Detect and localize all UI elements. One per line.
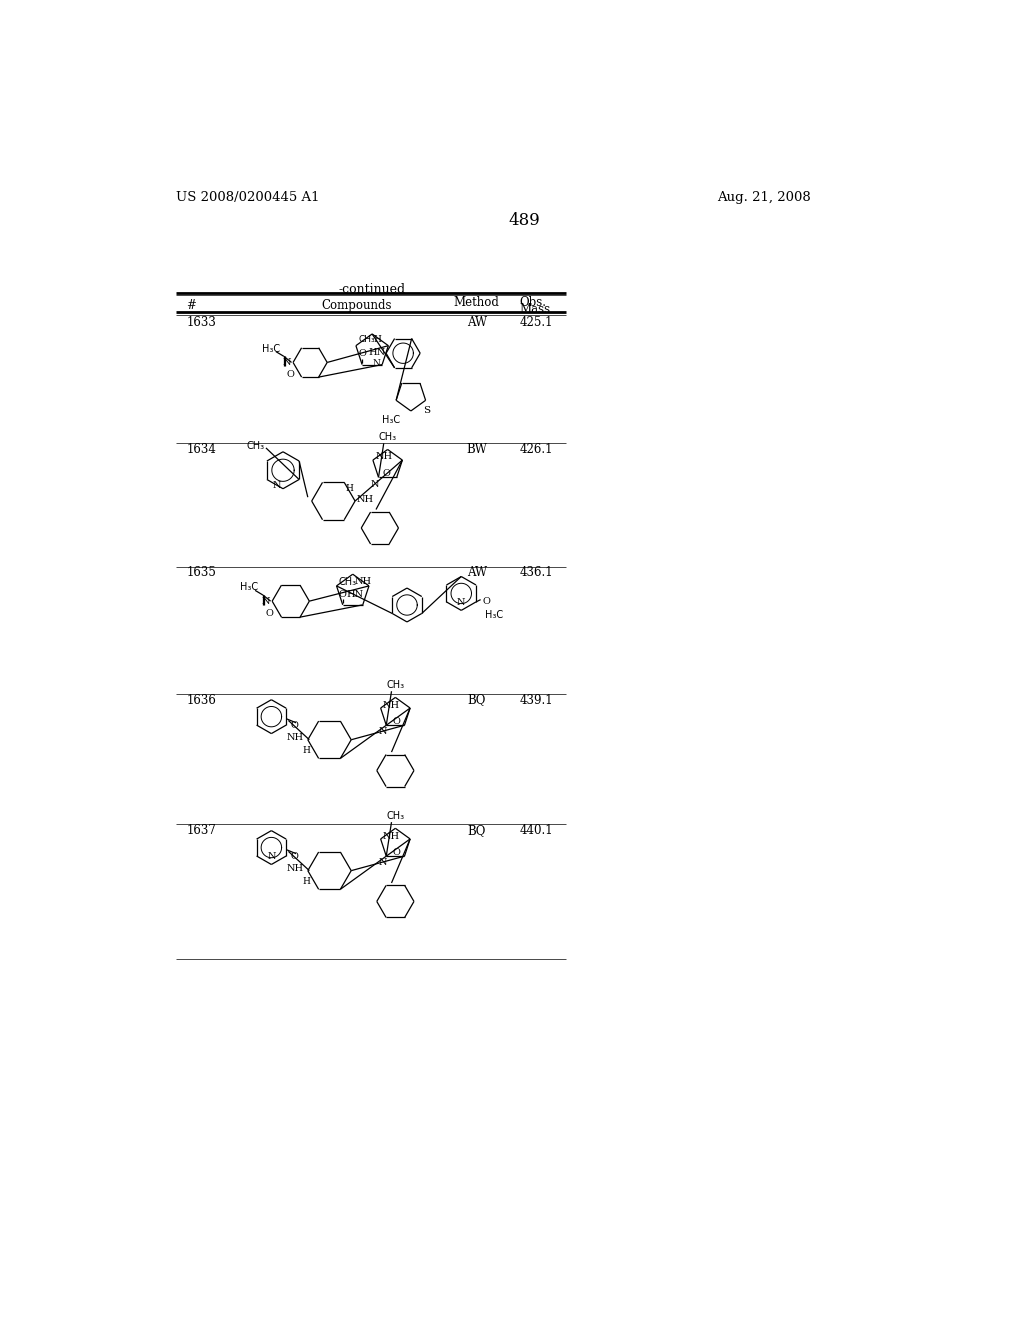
Text: 1634: 1634 [186, 444, 216, 457]
Text: CH₃: CH₃ [358, 335, 375, 345]
Text: #: # [186, 298, 196, 312]
Text: O: O [358, 350, 366, 359]
Text: NH: NH [383, 701, 400, 710]
Text: N: N [283, 358, 291, 367]
Text: N: N [371, 479, 379, 488]
Text: CH₃: CH₃ [386, 810, 404, 821]
Text: O: O [393, 847, 400, 857]
Text: H₃C: H₃C [262, 343, 281, 354]
Text: N: N [267, 851, 275, 861]
Text: NH: NH [383, 832, 400, 841]
Text: 440.1: 440.1 [519, 825, 553, 837]
Text: H₃C: H₃C [382, 414, 400, 425]
Text: S: S [423, 407, 430, 416]
Text: CH₃: CH₃ [339, 577, 357, 587]
Text: 1636: 1636 [186, 693, 216, 706]
Text: N: N [457, 598, 466, 607]
Text: N: N [378, 858, 387, 867]
Text: HN: HN [346, 590, 364, 599]
Text: Mass: Mass [519, 304, 551, 317]
Text: BQ: BQ [468, 693, 486, 706]
Text: 436.1: 436.1 [519, 566, 553, 579]
Text: N: N [373, 359, 381, 367]
Text: H: H [374, 335, 382, 345]
Text: NH: NH [356, 495, 374, 504]
Text: AW: AW [467, 566, 486, 579]
Text: H₃C: H₃C [484, 610, 503, 620]
Text: NH: NH [375, 451, 392, 461]
Text: H: H [302, 876, 310, 886]
Text: 1635: 1635 [186, 566, 216, 579]
Text: NH: NH [354, 577, 372, 586]
Text: CH₃: CH₃ [247, 441, 265, 450]
Text: O: O [291, 722, 299, 730]
Text: Aug. 21, 2008: Aug. 21, 2008 [717, 190, 811, 203]
Text: H: H [346, 484, 353, 492]
Text: US 2008/0200445 A1: US 2008/0200445 A1 [176, 190, 319, 203]
Text: HN: HN [369, 348, 385, 356]
Text: Obs.: Obs. [519, 296, 547, 309]
Text: O: O [287, 370, 295, 379]
Text: O: O [393, 717, 400, 726]
Text: 426.1: 426.1 [519, 444, 553, 457]
Text: BQ: BQ [468, 825, 486, 837]
Text: 425.1: 425.1 [519, 317, 553, 329]
Text: N: N [378, 727, 387, 735]
Text: BW: BW [466, 444, 487, 457]
Text: N: N [272, 482, 281, 490]
Text: O: O [383, 469, 390, 478]
Text: AW: AW [467, 317, 486, 329]
Text: NH: NH [287, 733, 304, 742]
Text: O: O [482, 597, 490, 606]
Text: NH: NH [287, 863, 304, 873]
Text: 439.1: 439.1 [519, 693, 553, 706]
Text: -continued: -continued [339, 284, 406, 296]
Text: O: O [291, 853, 299, 861]
Text: H₃C: H₃C [240, 582, 258, 593]
Text: CH₃: CH₃ [386, 680, 404, 689]
Text: O: O [266, 609, 273, 618]
Text: CH₃: CH₃ [379, 432, 396, 442]
Text: Method: Method [454, 296, 500, 309]
Text: 489: 489 [509, 213, 541, 230]
Text: 1637: 1637 [186, 825, 216, 837]
Text: H: H [302, 746, 310, 755]
Text: 1633: 1633 [186, 317, 216, 329]
Text: O: O [339, 590, 347, 599]
Text: N: N [261, 597, 270, 606]
Text: Compounds: Compounds [322, 298, 392, 312]
